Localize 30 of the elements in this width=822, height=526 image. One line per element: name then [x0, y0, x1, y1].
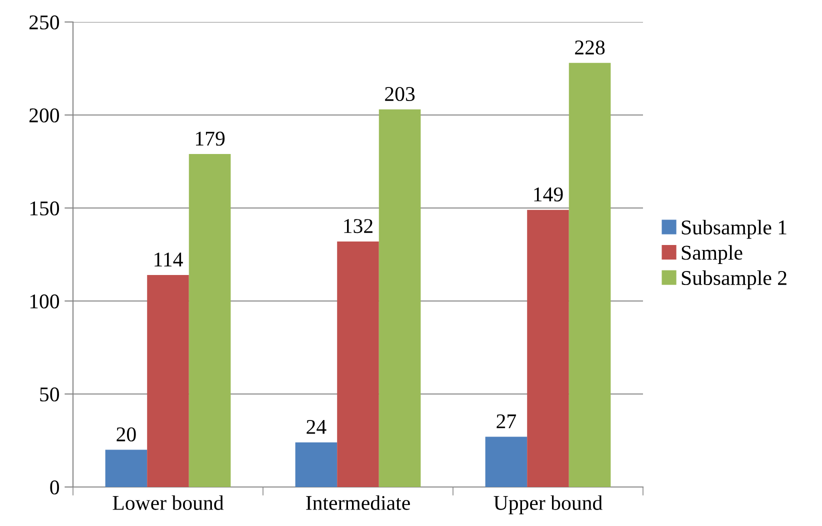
- data-label: 179: [196, 132, 225, 146]
- legend-label: Sample: [682, 245, 742, 264]
- data-label: 114: [154, 252, 183, 266]
- x-tick-label: Upper bound: [494, 495, 602, 514]
- data-label: 132: [344, 219, 372, 234]
- y-tick-label: 100: [30, 294, 60, 308]
- bar: [337, 241, 379, 487]
- legend-label: Subsample 1: [682, 220, 786, 239]
- y-tick-label: 50: [40, 387, 60, 402]
- bar: [188, 154, 231, 487]
- y-tick-label: 200: [29, 108, 60, 122]
- legend-label: Subsample 2: [682, 270, 786, 290]
- bar: [527, 210, 569, 487]
- bar: [295, 442, 338, 487]
- data-label: 203: [385, 86, 415, 102]
- data-label: 149: [534, 187, 563, 202]
- data-label: 228: [575, 40, 605, 55]
- bar: [378, 109, 421, 487]
- bar: [105, 450, 148, 487]
- y-tick-label: 250: [29, 15, 60, 30]
- data-label: 20: [116, 427, 136, 442]
- bar: [485, 436, 528, 487]
- y-tick-label: 150: [30, 201, 60, 216]
- data-label: 27: [496, 414, 516, 428]
- y-tick-label: 0: [50, 480, 60, 494]
- x-tick-label: Lower bound: [112, 495, 224, 510]
- data-label: 24: [306, 420, 326, 434]
- bar: [147, 274, 189, 487]
- x-tick-label: Intermediate: [306, 495, 410, 510]
- bar: [568, 62, 611, 487]
